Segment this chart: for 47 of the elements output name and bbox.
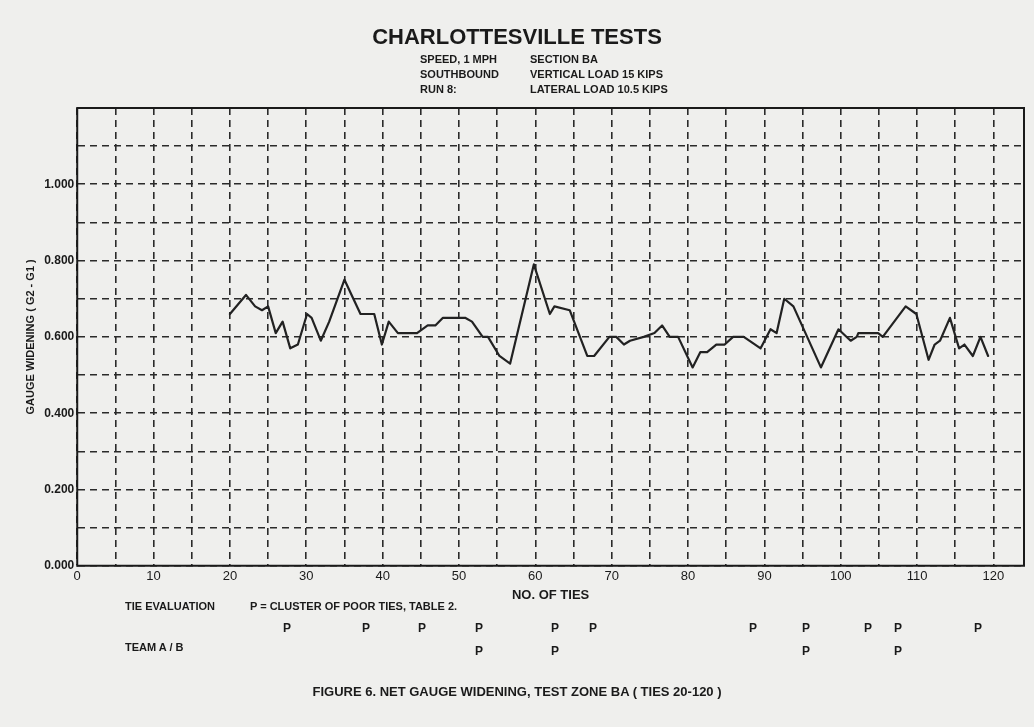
y-tick-label: 0.400: [44, 405, 75, 420]
text: P: [282, 621, 292, 636]
x-tick-label: 0: [73, 568, 81, 584]
text: P: [588, 621, 598, 636]
text: SECTION BA: [530, 53, 598, 66]
text: SPEED, 1 MPH: [420, 53, 498, 66]
text: P: [801, 621, 811, 636]
x-tick-label: 120: [982, 568, 1005, 584]
y-tick-label: 0.800: [44, 252, 75, 267]
x-tick-label: 10: [146, 568, 161, 584]
text: P: [417, 621, 427, 636]
x-tick-label: 90: [757, 568, 772, 584]
x-tick-label: 60: [528, 568, 543, 584]
text: P: [863, 621, 873, 636]
text: P: [474, 621, 484, 636]
x-tick-label: 50: [451, 568, 467, 584]
y-axis-title: GAUGE WIDENING ( G2 - G1 ): [23, 258, 36, 415]
text: P: [801, 644, 811, 659]
y-tick-label: 1.000: [44, 176, 75, 191]
x-tick-label: 30: [299, 568, 314, 584]
y-tick-label: 0.600: [44, 329, 75, 344]
x-tick-label: 80: [680, 568, 696, 584]
text: P: [893, 644, 903, 659]
text: TIE EVALUATION: [125, 600, 216, 613]
text: LATERAL LOAD 10.5 KIPS: [530, 83, 668, 96]
text: RUN 8:: [420, 83, 457, 96]
text: P: [748, 621, 758, 636]
text: SOUTHBOUND: [420, 68, 499, 81]
text: P: [550, 644, 560, 659]
x-tick-label: 110: [906, 568, 928, 584]
x-axis-title: NO. OF TIES: [511, 586, 590, 602]
text: P: [474, 644, 484, 659]
text: P: [973, 621, 983, 636]
chart-title: CHARLOTTESVILLE TESTS: [372, 24, 662, 50]
text: P: [361, 621, 371, 636]
y-tick-label: 0.000: [44, 558, 75, 573]
text: P: [893, 621, 903, 636]
x-tick-label: 70: [604, 568, 619, 584]
text: P: [550, 621, 560, 636]
text: P = CLUSTER OF POOR TIES, TABLE 2.: [250, 600, 458, 613]
text: TEAM A / B: [125, 641, 184, 654]
x-tick-label: 40: [375, 568, 390, 584]
text: VERTICAL LOAD 15 KIPS: [530, 68, 664, 81]
y-tick-label: 0.200: [44, 481, 75, 496]
caption: FIGURE 6. NET GAUGE WIDENING, TEST ZONE BA ( TIES 20-120 ): [312, 683, 722, 699]
x-tick-label: 20: [222, 568, 238, 584]
x-tick-label: 100: [829, 568, 852, 584]
